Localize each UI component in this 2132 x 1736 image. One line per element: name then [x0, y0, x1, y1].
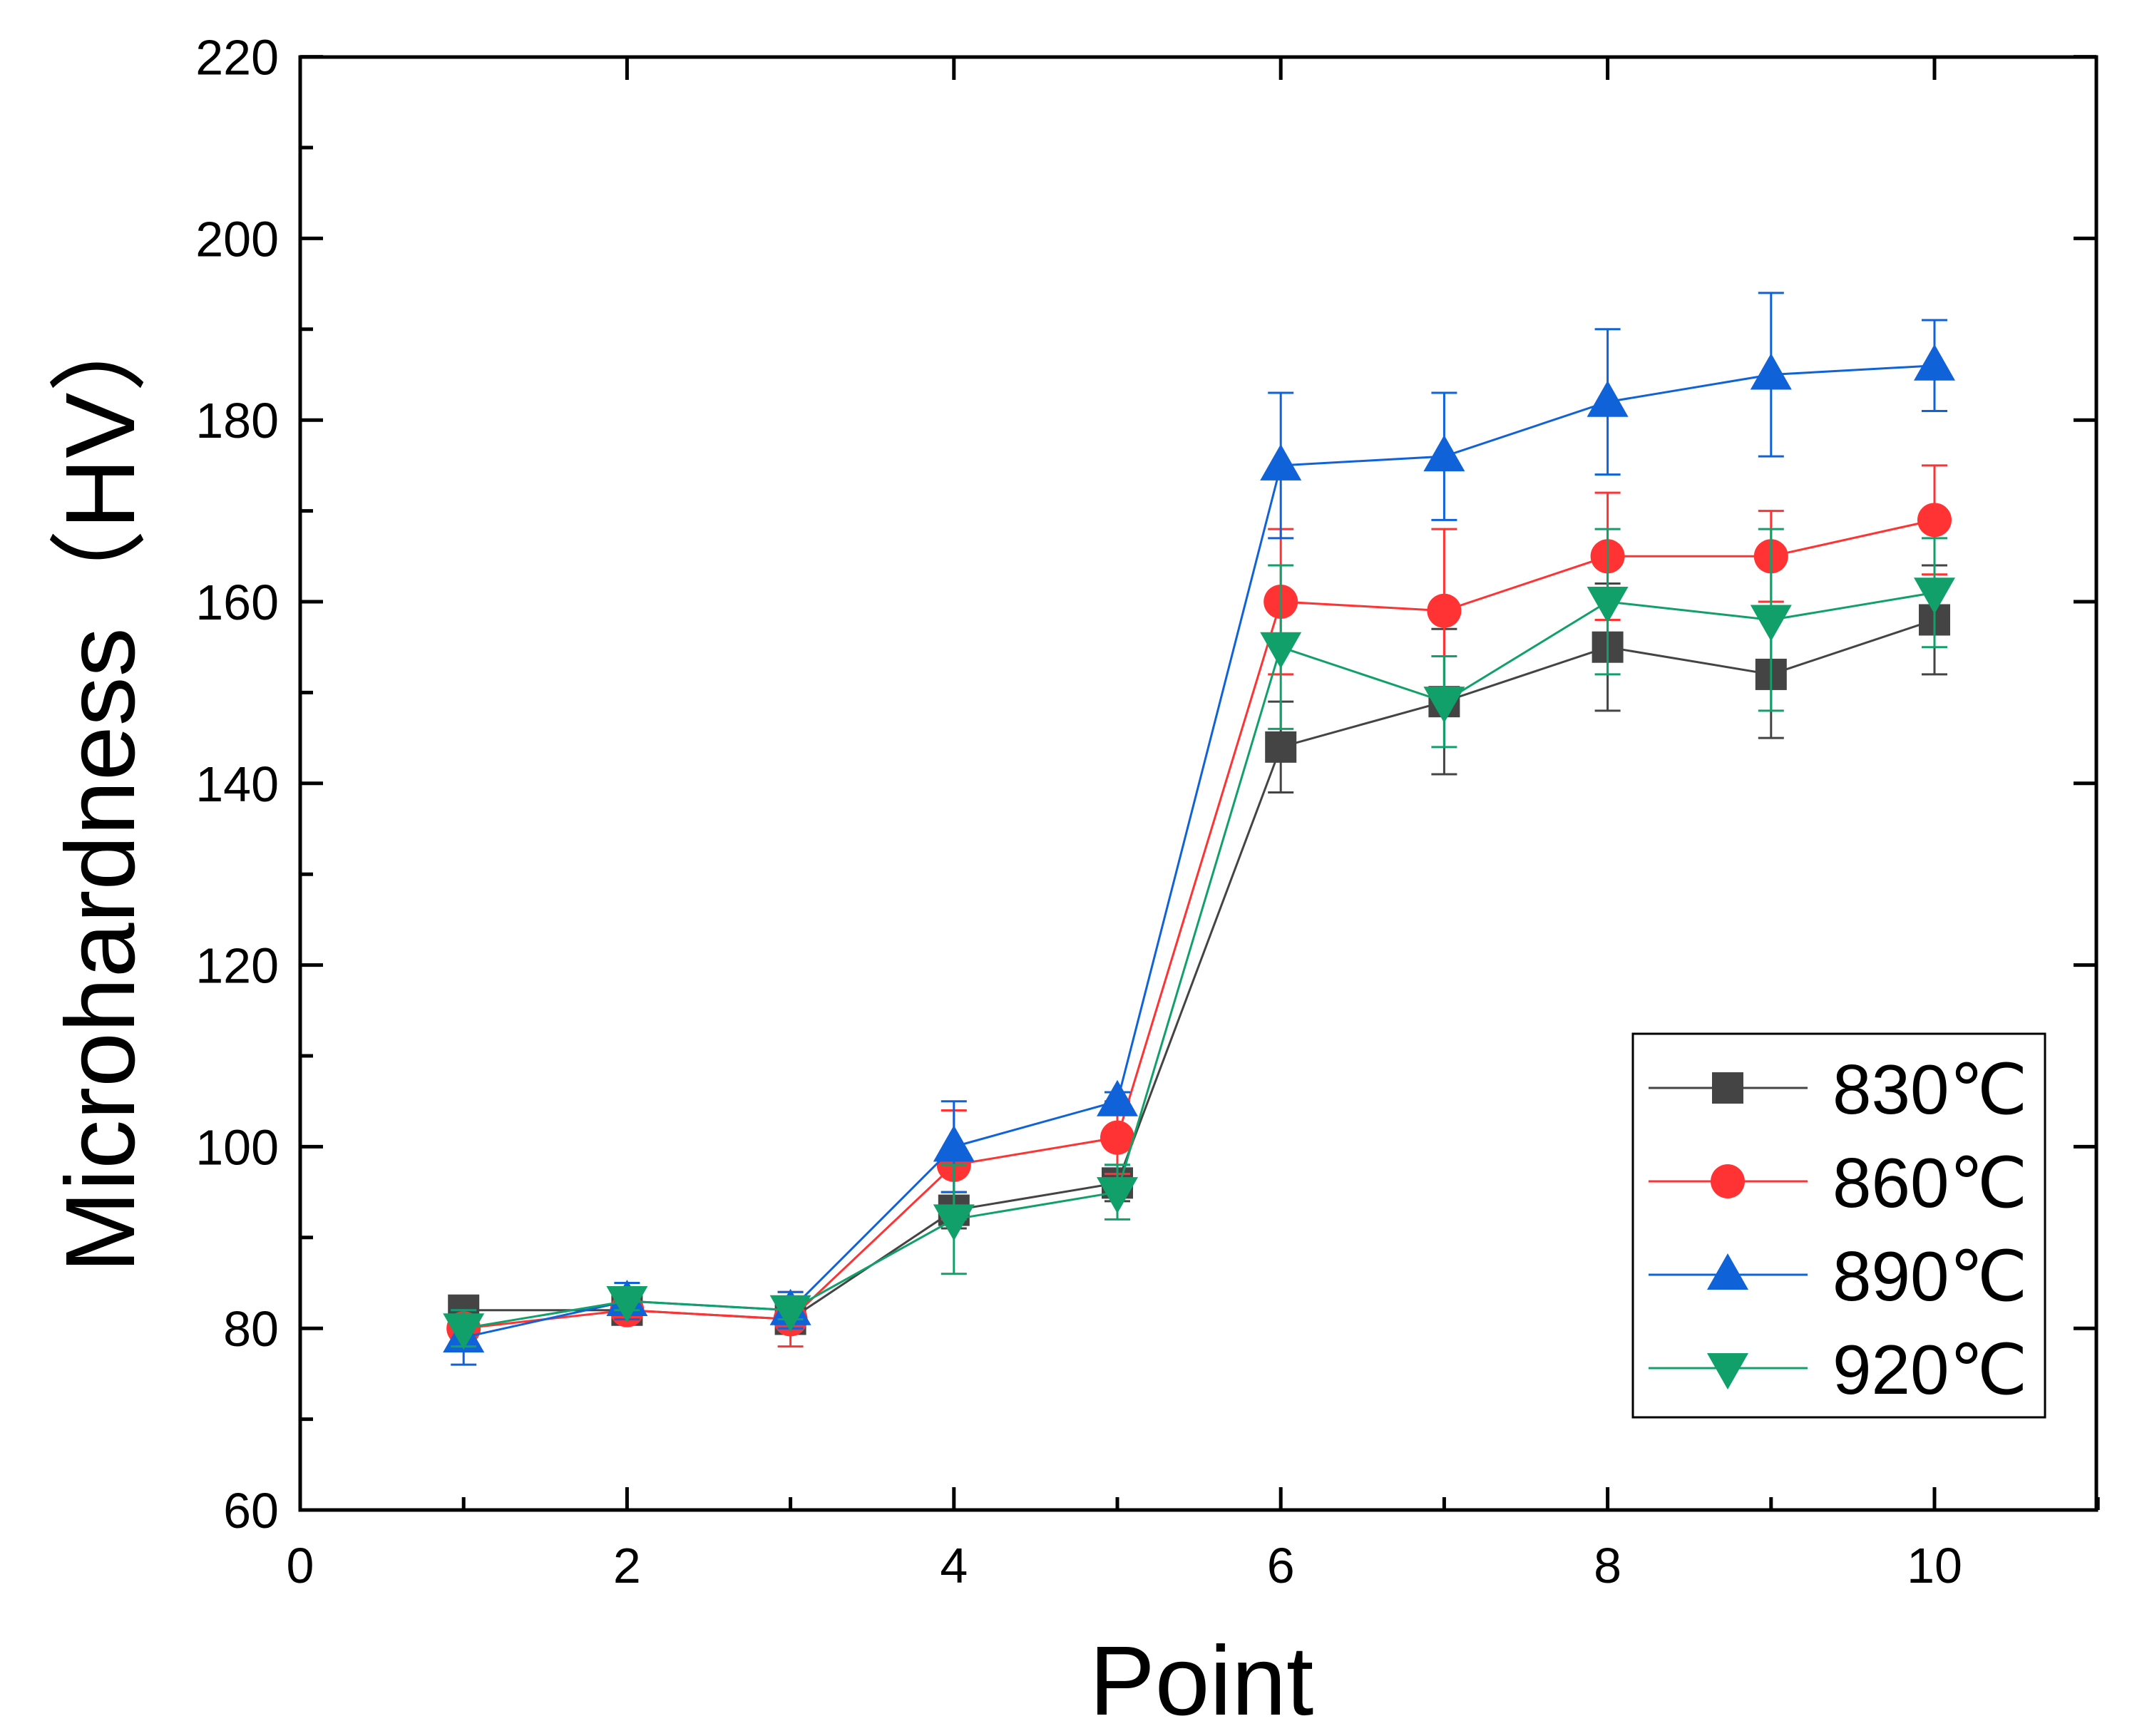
x-axis-title: Point	[1090, 1626, 1314, 1736]
y-tick-label: 60	[223, 1483, 279, 1539]
y-tick-label: 220	[195, 30, 279, 86]
x-tick-label: 4	[940, 1538, 968, 1593]
data-point	[1265, 731, 1297, 763]
x-tick-label: 2	[613, 1538, 641, 1593]
y-tick-label: 100	[195, 1119, 279, 1175]
legend-marker	[1707, 1353, 1748, 1390]
y-tick-label: 120	[195, 938, 279, 994]
legend-label: 890℃	[1833, 1237, 2028, 1315]
legend-label: 920℃	[1833, 1330, 2028, 1409]
data-point	[1587, 380, 1629, 417]
legend-marker	[1712, 1072, 1743, 1104]
data-point	[443, 1313, 485, 1350]
y-tick-label: 140	[195, 756, 279, 812]
data-point	[606, 1285, 648, 1322]
data-point	[1587, 587, 1629, 623]
y-axis-title: Microhardness（HV）	[46, 294, 155, 1273]
legend-label: 830℃	[1833, 1050, 2028, 1129]
axis-ticks: 0 2 4 6 8 10 60 80 100 120 140 160 180 200 220	[195, 30, 2100, 1593]
x-tick-label: 6	[1267, 1538, 1295, 1593]
data-point	[1427, 593, 1462, 628]
x-tick-label: 8	[1594, 1538, 1621, 1593]
data-point	[1423, 435, 1465, 472]
data-point	[933, 1204, 975, 1241]
data-point	[1260, 443, 1302, 481]
series-line	[463, 518, 1935, 1330]
data-point	[1917, 503, 1952, 538]
legend-marker	[1707, 1253, 1748, 1290]
y-tick-label: 80	[223, 1301, 279, 1357]
series-line	[463, 591, 1935, 1330]
data-point	[769, 1295, 811, 1332]
data-point	[1750, 605, 1792, 642]
y-tick-label: 180	[195, 393, 279, 448]
legend-box	[1631, 1032, 2046, 1419]
data-point	[1097, 1079, 1138, 1116]
x-tick-label: 10	[1907, 1538, 1962, 1593]
x-tick-label: 0	[287, 1538, 314, 1593]
legend-marker	[1711, 1164, 1745, 1198]
series-layer	[443, 292, 1955, 1366]
data-point	[1914, 577, 1955, 615]
data-point	[1914, 344, 1955, 381]
data-point	[1100, 1120, 1134, 1155]
data-point	[1097, 1177, 1138, 1214]
legend-label: 860℃	[1833, 1144, 2028, 1222]
data-point	[1750, 353, 1792, 390]
data-point	[1260, 632, 1302, 669]
legend: 830℃ 860℃ 890℃ 920℃	[1631, 1032, 2046, 1419]
y-tick-label: 160	[195, 575, 279, 630]
y-tick-label: 200	[195, 211, 279, 267]
data-point	[1423, 687, 1465, 724]
series-3	[443, 528, 1955, 1350]
data-point	[933, 1125, 975, 1162]
